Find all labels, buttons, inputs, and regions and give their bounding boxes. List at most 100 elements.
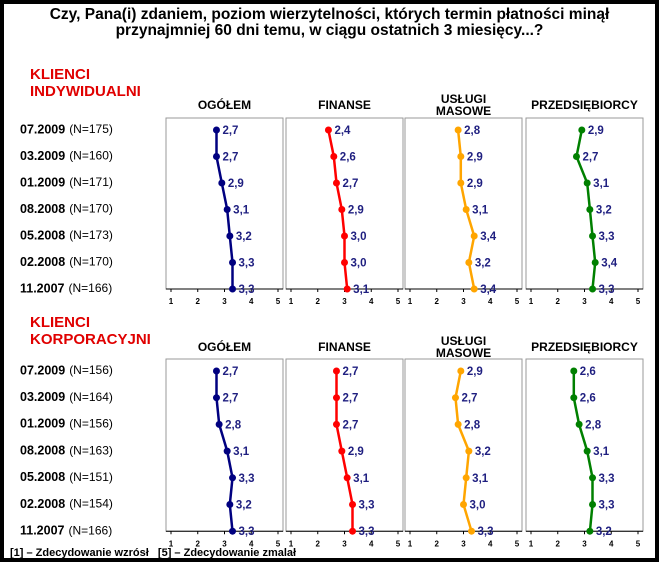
data-label: 3,2 [475, 258, 491, 270]
sample-label: (N=160) [69, 149, 113, 163]
row-label: 08.2008 [20, 202, 65, 216]
data-label: 3,3 [239, 473, 255, 485]
point [451, 394, 459, 402]
point [343, 474, 351, 482]
panel-title-text: FINANSE [318, 98, 371, 112]
row-label: 01.2009 [20, 417, 65, 431]
data-label: 3,4 [480, 284, 497, 296]
point [570, 367, 578, 375]
data-label: 2,6 [580, 393, 596, 405]
row-label: 11.2007 [20, 281, 65, 295]
section-label: KLIENCI KORPORACYJNI [30, 314, 151, 348]
panel-title: PRZEDSIĘBIORCY [526, 92, 643, 118]
x-tick-label: 1 [289, 539, 294, 548]
point [465, 259, 473, 266]
sample-label: (N=164) [69, 390, 113, 404]
point [572, 153, 580, 160]
x-tick-label: 2 [435, 297, 440, 306]
data-label: 3,1 [353, 473, 370, 485]
sample-label: (N=154) [69, 497, 113, 511]
x-tick-label: 2 [556, 539, 561, 548]
data-label: 2,7 [222, 125, 238, 137]
data-label: 3,4 [480, 231, 497, 243]
point [589, 285, 597, 293]
data-label: 3,3 [239, 258, 255, 270]
x-tick-label: 1 [408, 539, 413, 548]
x-tick-label: 4 [369, 539, 374, 548]
x-tick-label: 2 [435, 539, 440, 548]
point [324, 126, 332, 134]
x-tick-label: 1 [169, 539, 174, 548]
x-tick-label: 5 [396, 539, 401, 548]
x-tick-label: 5 [636, 297, 641, 306]
data-label: 2,7 [222, 152, 238, 164]
row-label: 03.2009 [20, 390, 65, 404]
x-tick-label: 3 [222, 297, 227, 306]
point [332, 420, 340, 428]
point [223, 447, 231, 455]
point [462, 474, 470, 482]
data-label: 2,7 [461, 393, 477, 405]
point [212, 126, 220, 134]
x-tick-label: 2 [316, 539, 321, 548]
x-tick-label: 5 [515, 539, 520, 548]
x-tick-label: 3 [461, 539, 466, 548]
data-label: 3,1 [233, 446, 250, 458]
point [586, 206, 594, 213]
data-label: 2,9 [348, 446, 364, 458]
data-label: 3,1 [593, 446, 610, 458]
point [229, 259, 237, 266]
panel-title: FINANSE [286, 92, 403, 118]
panel-title-text: USŁUGI MASOWE [435, 334, 492, 360]
data-label: 3,2 [475, 446, 491, 458]
point [215, 420, 223, 428]
data-label: 2,7 [342, 366, 358, 378]
point [330, 153, 338, 160]
point [229, 285, 237, 293]
row-label: 07.2009 [20, 122, 65, 136]
data-label: 3,1 [472, 205, 489, 217]
x-tick-label: 1 [289, 297, 294, 306]
data-label: 2,8 [585, 419, 602, 431]
point [583, 447, 591, 455]
point [589, 232, 597, 240]
data-label: 2,9 [348, 205, 364, 217]
panel-title: OGÓŁEM [166, 92, 283, 118]
data-label: 3,3 [599, 231, 615, 243]
panel-title: FINANSE [286, 334, 403, 360]
data-label: 3,1 [353, 284, 370, 296]
data-label: 3,0 [351, 258, 367, 270]
data-label: 2,4 [334, 125, 351, 137]
x-tick-label: 4 [249, 297, 254, 306]
point [338, 447, 346, 455]
row-label: 05.2008 [20, 228, 65, 242]
x-tick-label: 2 [196, 539, 201, 548]
point [223, 206, 231, 213]
x-tick-label: 1 [408, 297, 413, 306]
x-tick-label: 2 [556, 297, 561, 306]
x-tick-label: 4 [488, 539, 493, 548]
sample-label: (N=166) [69, 281, 113, 295]
row-label: 07.2009 [20, 363, 65, 377]
x-tick-label: 5 [276, 539, 281, 548]
point [226, 501, 234, 508]
sample-label: (N=163) [69, 443, 113, 457]
point [341, 259, 348, 266]
row-label: 02.2008 [20, 255, 65, 269]
x-tick-label: 4 [609, 297, 614, 306]
point [586, 527, 594, 535]
data-label: 2,9 [228, 178, 244, 190]
point [338, 206, 346, 213]
data-label: 3,3 [239, 526, 255, 538]
x-tick-label: 1 [529, 297, 534, 306]
data-label: 3,3 [599, 284, 615, 296]
panel-title-text: FINANSE [318, 340, 371, 354]
point [212, 153, 220, 160]
point [457, 153, 465, 160]
x-tick-label: 3 [342, 539, 347, 548]
section-label: KLIENCI INDYWIDUALNI [30, 66, 141, 100]
point [591, 259, 599, 266]
data-label: 3,3 [359, 500, 375, 512]
point [465, 447, 473, 455]
